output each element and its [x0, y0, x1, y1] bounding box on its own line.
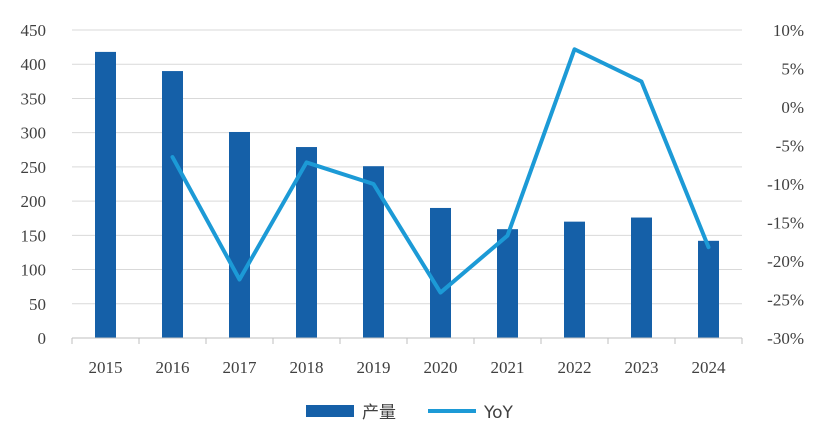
right-tick-label: -10%: [767, 175, 804, 194]
right-axis-ticks: -30% -25% -20% -15% -10% -5% 0% 5% 10%: [767, 21, 804, 348]
left-tick-label: 200: [21, 192, 47, 211]
x-tick-label: 2016: [156, 358, 190, 377]
bar-series: [95, 51, 719, 339]
right-tick-label: -30%: [767, 329, 804, 348]
bar: [497, 229, 518, 338]
left-tick-label: 0: [38, 329, 47, 348]
left-tick-label: 450: [21, 21, 47, 40]
bar: [95, 51, 116, 338]
bar: [296, 147, 317, 338]
left-tick-label: 150: [21, 226, 47, 245]
bar: [430, 207, 451, 338]
right-tick-label: -25%: [767, 291, 804, 310]
right-tick-label: 0%: [781, 98, 804, 117]
right-tick-label: 10%: [773, 21, 804, 40]
x-tick-label: 2021: [491, 358, 525, 377]
x-tick-label: 2015: [89, 358, 123, 377]
yoy-point: [239, 278, 240, 280]
left-tick-label: 50: [29, 295, 46, 314]
line-series: [170, 47, 711, 295]
gridlines: [72, 29, 742, 305]
yoy-point: [507, 235, 508, 237]
yoy-point: [373, 183, 374, 185]
right-tick-label: -5%: [776, 137, 804, 156]
left-tick-label: 400: [21, 55, 47, 74]
legend-swatch-bar: [306, 405, 354, 417]
x-tick-label: 2022: [558, 358, 592, 377]
bar: [698, 240, 719, 338]
right-tick-label: -20%: [767, 252, 804, 271]
legend-label-bar: 产量: [362, 403, 396, 423]
left-tick-label: 250: [21, 158, 47, 177]
right-tick-label: -15%: [767, 214, 804, 233]
left-tick-label: 300: [21, 124, 47, 143]
x-tick-label: 2024: [692, 358, 727, 377]
right-tick-label: 5%: [781, 60, 804, 79]
yoy-point: [172, 156, 173, 158]
legend-label-line: YoY: [483, 403, 514, 423]
left-axis-ticks: 0 50 100 150 200 250 300 350 400 450: [21, 21, 47, 348]
yoy-point: [641, 81, 642, 83]
legend: 产量 YoY: [306, 403, 514, 423]
yoy-point: [574, 48, 575, 50]
left-tick-label: 350: [21, 89, 47, 108]
yoy-point: [306, 161, 307, 163]
bar: [162, 71, 183, 339]
left-tick-label: 100: [21, 261, 47, 280]
bar: [631, 217, 652, 338]
bar: [363, 166, 384, 338]
yoy-point: [708, 246, 709, 248]
bar: [564, 221, 585, 338]
x-tick-label: 2019: [357, 358, 391, 377]
x-axis-ticks: 2015 2016 2017 2018 2019 2020 2021 2022 2023 2024: [71, 338, 743, 377]
x-tick-label: 2023: [625, 358, 659, 377]
bar: [229, 131, 250, 338]
yoy-point: [440, 292, 441, 294]
x-tick-label: 2017: [223, 358, 258, 377]
x-tick-label: 2020: [424, 358, 458, 377]
x-tick-label: 2018: [290, 358, 324, 377]
